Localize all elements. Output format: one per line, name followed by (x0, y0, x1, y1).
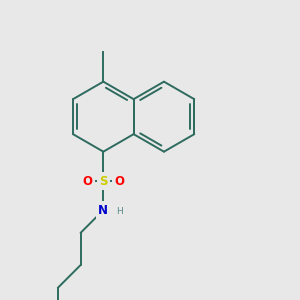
Text: O: O (114, 175, 124, 188)
Text: H: H (116, 207, 123, 216)
Text: N: N (98, 204, 108, 217)
Text: O: O (82, 175, 92, 188)
Text: S: S (99, 175, 108, 188)
